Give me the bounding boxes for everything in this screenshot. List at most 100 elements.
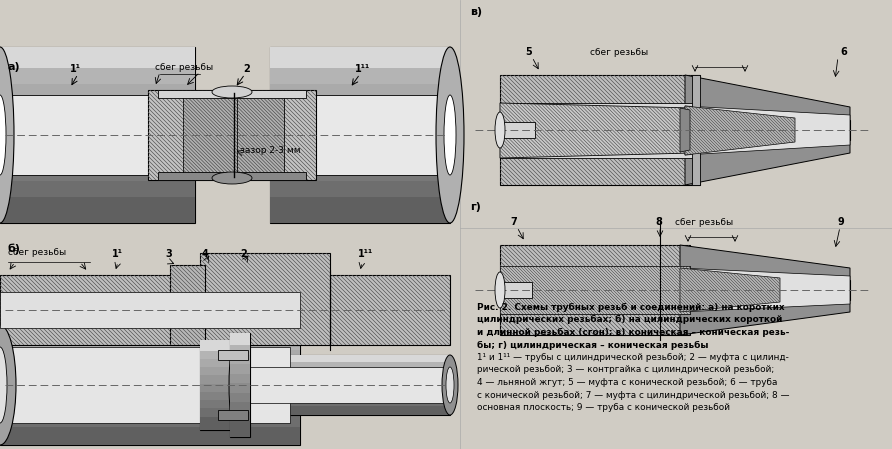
Bar (720, 132, 850, 133)
Bar (235, 355, 450, 415)
Polygon shape (685, 106, 850, 155)
Ellipse shape (0, 47, 14, 223)
Ellipse shape (212, 172, 252, 184)
Bar (705, 291, 850, 293)
Bar (0, 47, 195, 68)
Bar (200, 383, 235, 392)
Bar (270, 116, 450, 132)
Bar (200, 351, 235, 359)
Bar (158, 172, 306, 180)
Bar (500, 103, 700, 158)
Text: 1¹: 1¹ (70, 64, 81, 74)
Bar (720, 124, 850, 126)
Bar (235, 384, 450, 390)
Bar (0, 68, 195, 84)
Polygon shape (0, 275, 300, 345)
Bar (270, 180, 450, 197)
Text: 2: 2 (240, 249, 247, 259)
Bar (235, 355, 450, 362)
Text: г): г) (470, 202, 481, 212)
Bar (720, 133, 850, 135)
Bar (0, 416, 300, 427)
Text: 4 — льняной жгут; 5 — муфта с конической резьбой; 6 — труба: 4 — льняной жгут; 5 — муфта с конической… (477, 378, 777, 387)
Bar (200, 359, 235, 367)
Ellipse shape (446, 367, 454, 403)
Ellipse shape (495, 112, 505, 148)
Ellipse shape (229, 340, 241, 430)
Bar (705, 297, 850, 300)
Bar (200, 375, 235, 383)
Text: сбег резьбы: сбег резьбы (8, 248, 66, 257)
Bar (0, 325, 300, 339)
Text: 1¹¹: 1¹¹ (358, 249, 373, 259)
Bar (720, 126, 850, 128)
Bar (245, 367, 455, 403)
Bar (218, 410, 248, 420)
Bar (0, 100, 195, 116)
Bar (500, 282, 532, 298)
Bar (705, 293, 850, 295)
Polygon shape (685, 106, 795, 155)
Bar (0, 383, 300, 394)
Bar (270, 197, 450, 223)
Ellipse shape (442, 355, 458, 415)
Text: с конической резьбой; 7 — муфта с цилиндрической резьбой; 8 —: с конической резьбой; 7 — муфта с цилинд… (477, 391, 789, 400)
Text: сбег резьбы: сбег резьбы (155, 63, 213, 72)
Text: 1¹ и 1¹¹ — трубы с цилиндрической резьбой; 2 — муфта с цилинд-: 1¹ и 1¹¹ — трубы с цилиндрической резьбо… (477, 353, 789, 362)
Bar (720, 128, 850, 130)
Bar (720, 120, 850, 123)
Text: цилиндрических резьбах; б) на цилиндрических короткой: цилиндрических резьбах; б) на цилиндриче… (477, 316, 782, 325)
Bar (0, 116, 195, 132)
Bar (0, 180, 195, 197)
Bar (230, 333, 250, 437)
Bar (235, 390, 450, 395)
Text: 1¹¹: 1¹¹ (355, 64, 370, 74)
Text: 8: 8 (655, 217, 662, 227)
Bar (235, 406, 450, 415)
Bar (235, 379, 450, 384)
Bar (705, 288, 850, 290)
Bar (230, 422, 250, 437)
Text: рической резьбой; 3 — контргайка с цилиндрической резьбой;: рической резьбой; 3 — контргайка с цилин… (477, 365, 774, 374)
Text: бы; г) цилиндрическая – коническая резьбы: бы; г) цилиндрическая – коническая резьб… (477, 340, 708, 349)
Bar (230, 374, 250, 383)
Ellipse shape (0, 347, 7, 423)
Bar (270, 47, 450, 223)
Bar (270, 68, 450, 84)
Bar (235, 373, 450, 379)
Polygon shape (500, 266, 690, 314)
Text: и длинной резьбах (сгон); в) коническая – коническая резь-: и длинной резьбах (сгон); в) коническая … (477, 328, 789, 337)
Bar (200, 340, 235, 351)
Polygon shape (692, 75, 700, 185)
Text: сбег резьбы: сбег резьбы (590, 48, 648, 57)
Polygon shape (680, 245, 850, 335)
Text: 2: 2 (243, 64, 250, 74)
Polygon shape (500, 103, 692, 158)
Bar (0, 197, 195, 223)
Bar (235, 395, 450, 401)
Polygon shape (148, 90, 316, 180)
Bar (235, 401, 450, 406)
Bar (0, 47, 195, 223)
Text: 6: 6 (840, 47, 847, 57)
Bar (230, 345, 250, 355)
Bar (720, 120, 850, 140)
Polygon shape (200, 253, 330, 345)
Text: б): б) (8, 243, 21, 254)
Bar (230, 393, 250, 402)
Polygon shape (680, 108, 690, 152)
Bar (158, 90, 306, 98)
Bar (235, 368, 450, 373)
Polygon shape (237, 95, 284, 175)
Bar (0, 350, 300, 361)
Bar (218, 350, 248, 360)
Text: 9: 9 (838, 217, 845, 227)
Bar (230, 412, 250, 422)
Ellipse shape (0, 325, 16, 445)
Bar (282, 95, 450, 175)
Bar (200, 340, 235, 430)
Ellipse shape (444, 95, 456, 175)
Bar (720, 137, 850, 140)
Text: 3: 3 (165, 249, 172, 259)
Bar (200, 408, 235, 417)
